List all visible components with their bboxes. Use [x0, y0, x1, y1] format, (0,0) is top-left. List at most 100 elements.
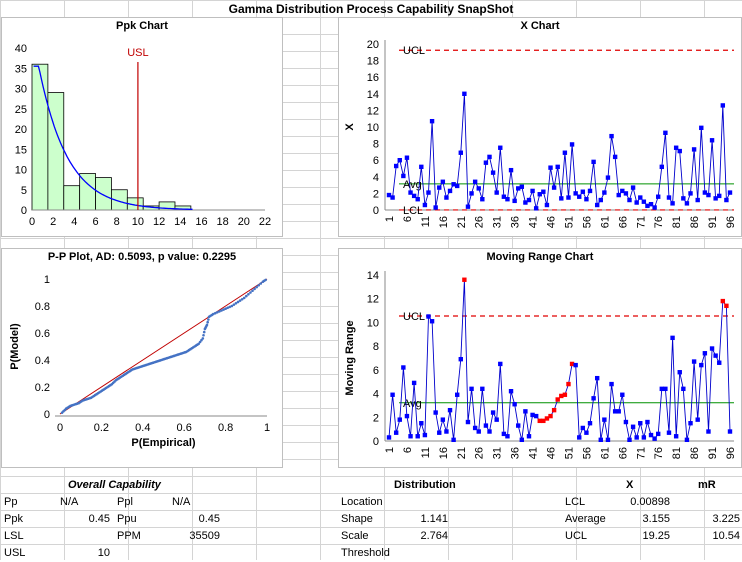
pp-x-tick: 0: [57, 422, 63, 434]
pp-point: [220, 309, 223, 312]
mr-point: [505, 434, 510, 439]
ppk-x-tick: 10: [132, 216, 144, 228]
mr-x-tick: 51: [563, 447, 575, 459]
mr-point: [490, 410, 496, 415]
xchart-point: [487, 154, 492, 160]
xchart-point: [717, 193, 722, 199]
xchart-point: [688, 191, 693, 196]
mr-point: [415, 434, 420, 439]
ppk-bar: [31, 63, 49, 211]
xchart-x-tick: 66: [617, 216, 629, 228]
limits-ucl-label: UCL: [565, 530, 588, 542]
xchart-point: [415, 197, 420, 202]
mr-point: [512, 402, 517, 407]
mr-point: [397, 417, 402, 422]
xchart-point: [673, 145, 679, 150]
pp-point: [238, 299, 242, 302]
cap-usl-value: 10: [97, 547, 110, 559]
mr-point: [577, 435, 582, 440]
distribution-title: Distribution: [394, 479, 456, 491]
pp-point: [226, 306, 229, 310]
xchart-x-tick: 96: [725, 216, 737, 228]
mr-point: [594, 375, 600, 381]
xchart-y-tick: 10: [367, 122, 379, 134]
mr-y-tick: 2: [373, 412, 379, 424]
xchart-point: [706, 192, 711, 198]
mr-point: [652, 436, 657, 441]
xchart-point: [677, 148, 682, 154]
xchart-point: [419, 164, 424, 170]
ppk-y-tick: 30: [15, 84, 27, 96]
xchart-point: [709, 138, 715, 143]
mr-point: [523, 409, 528, 414]
xchart-x-tick: 6: [402, 216, 414, 222]
ppk-x-tick: 0: [29, 216, 35, 228]
ppk-chart-panel[interactable]: Ppk Chart 0 5 10 15 20 25 30 35 40 0 2 4 6 8 10 12 14 16 1…: [1, 17, 283, 237]
mr-point: [566, 381, 571, 387]
mr-point: [411, 380, 417, 386]
xchart-series-line: [388, 93, 731, 209]
dist-location-label: Location: [341, 496, 383, 508]
ppk-y-tick: 0: [21, 205, 27, 217]
dist-scale-value: 2.764: [420, 530, 448, 542]
ppk-y-tick: 20: [15, 124, 27, 136]
limits-lcl-x: 0.00898: [630, 496, 670, 508]
mr-point: [724, 303, 729, 309]
xchart-point: [444, 195, 449, 200]
mr-point: [638, 421, 643, 426]
mr-point: [602, 417, 607, 422]
pp-point: [259, 282, 263, 285]
mr-point: [548, 413, 553, 419]
xchart-point: [426, 190, 431, 195]
xchart-point: [465, 204, 471, 209]
mr-x-tick: 81: [671, 447, 683, 459]
xchart-x-tick: 21: [456, 216, 468, 228]
xchart-x-tick: 76: [653, 216, 665, 228]
mr-point: [706, 429, 711, 434]
pp-reference-line: [59, 278, 268, 415]
xchart-y-label: X: [344, 123, 356, 131]
xchart-y-tick: 16: [367, 72, 379, 84]
xchart-point: [472, 179, 478, 184]
ppk-y-tick: 10: [15, 165, 27, 177]
xchart-avg-label: Avg: [403, 179, 422, 191]
xchart-point: [656, 194, 661, 199]
mr-point: [480, 386, 485, 392]
mr-point: [587, 421, 593, 426]
dist-shape-value: 1.141: [420, 513, 448, 525]
mr-point: [501, 431, 507, 437]
mr-point: [516, 423, 521, 428]
mr-point: [713, 353, 718, 358]
xchart-y-tick: 18: [367, 56, 379, 68]
mr-x-tick: 96: [725, 447, 737, 459]
mr-point: [472, 425, 478, 431]
limits-avg-mr: 3.225: [712, 513, 740, 525]
mr-y-tick: 12: [367, 294, 379, 306]
mr-chart-panel[interactable]: Moving Range Chart 0 2 4 6 8 10 12 14 1 6 11 16 21 26…: [338, 248, 742, 468]
mr-point: [390, 392, 395, 397]
mr-point: [634, 435, 639, 440]
ppk-x-tick: 6: [92, 216, 98, 228]
xchart-point: [630, 185, 636, 190]
cap-ppk-label: Ppk: [4, 513, 23, 525]
xchart-x-tick: 46: [546, 216, 558, 228]
mr-point: [720, 298, 726, 304]
xchart-x-tick: 71: [635, 216, 647, 228]
mr-point: [684, 437, 690, 443]
xchart-point: [494, 190, 499, 195]
pp-point: [255, 285, 258, 289]
mr-point: [530, 412, 535, 418]
pp-point: [245, 294, 248, 298]
mr-x-tick: 46: [546, 447, 558, 459]
x-chart-panel[interactable]: X Chart 0 2 4 6 8 10 12 14 16 18 20 1 6 11 16 21 26 31 36 4…: [338, 17, 742, 237]
xchart-point: [505, 197, 510, 202]
mr-x-tick: 71: [635, 447, 647, 459]
xchart-y-tick: 0: [373, 205, 379, 217]
xchart-x-tick: 41: [528, 216, 540, 228]
mr-point: [469, 386, 474, 392]
xchart-y-tick: 8: [373, 139, 379, 151]
pp-point: [230, 304, 234, 308]
usl-label: USL: [127, 47, 148, 59]
